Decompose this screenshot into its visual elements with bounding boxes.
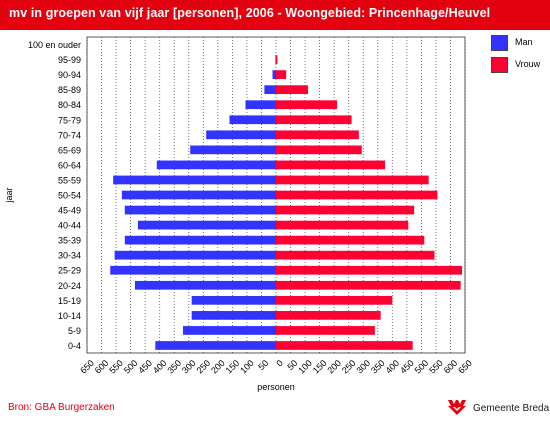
bar-vrouw-65-69	[276, 145, 362, 155]
category-label: 60-64	[58, 160, 81, 170]
bar-man-80-84	[245, 100, 276, 110]
bar-vrouw-5-9	[276, 326, 375, 335]
bar-man-90-94	[272, 70, 276, 79]
bar-vrouw-55-59	[276, 175, 429, 185]
category-label: 0-4	[68, 341, 81, 351]
bar-vrouw-40-44	[276, 220, 409, 230]
bar-vrouw-20-24	[276, 280, 461, 290]
legend-item-man: Man	[491, 35, 550, 51]
bar-man-30-34	[114, 250, 276, 260]
population-pyramid-chart: 100 en ouder 95-99 90-94 85-89 80-84 75-79 70-…	[4, 36, 474, 392]
category-label: 10-14	[58, 311, 81, 321]
bar-vrouw-60-64	[276, 160, 386, 170]
bar-vrouw-75-79	[276, 115, 352, 125]
bar-vrouw-30-34	[276, 250, 435, 260]
category-label: 5-9	[68, 326, 81, 336]
bar-man-20-24	[134, 280, 276, 290]
bar-vrouw-35-39	[276, 235, 425, 245]
bar-vrouw-80-84	[276, 100, 338, 110]
category-label: 35-39	[58, 236, 81, 246]
bar-man-10-14	[191, 311, 276, 320]
bar-man-95-99	[275, 55, 276, 64]
category-label: 55-59	[58, 175, 81, 185]
bar-man-60-64	[156, 160, 276, 170]
bar-man-55-59	[113, 175, 277, 185]
legend-item-vrouw: Vrouw	[491, 57, 550, 73]
bar-man-35-39	[124, 235, 276, 245]
brand-name: Gemeente Breda	[473, 403, 550, 414]
category-label: 45-49	[58, 206, 81, 216]
bar-man-40-44	[137, 220, 276, 230]
category-label: 30-34	[58, 251, 81, 261]
category-label: 50-54	[58, 191, 81, 201]
bar-vrouw-50-54	[276, 190, 438, 200]
x-tick-label: 0	[274, 358, 285, 369]
category-label: 40-44	[58, 221, 81, 231]
bar-vrouw-45-49	[276, 205, 415, 215]
category-label: 25-29	[58, 266, 81, 276]
bar-man-0-4	[155, 341, 276, 350]
category-label: 80-84	[58, 100, 81, 110]
chart-title: mv in groepen van vijf jaar [personen], …	[9, 6, 491, 20]
bar-man-45-49	[124, 205, 276, 215]
category-label: 100 en ouder	[28, 40, 81, 50]
category-label: 90-94	[58, 70, 81, 80]
x-tick-label: 50	[256, 358, 270, 372]
bar-vrouw-95-99	[276, 55, 278, 64]
category-label: 15-19	[58, 296, 81, 306]
legend-label-vrouw: Vrouw	[515, 59, 541, 69]
bar-vrouw-15-19	[276, 295, 393, 305]
bar-vrouw-10-14	[276, 311, 381, 320]
x-tick-label: 100	[238, 358, 256, 376]
category-label: 20-24	[58, 281, 81, 291]
bar-man-25-29	[110, 265, 276, 275]
y-axis-label: jaar	[4, 187, 14, 203]
bar-vrouw-25-29	[276, 265, 463, 275]
bar-vrouw-70-74	[276, 130, 359, 140]
bar-vrouw-90-94	[276, 70, 287, 79]
legend-label-man: Man	[515, 37, 533, 47]
title-bar: mv in groepen van vijf jaar [personen], …	[0, 0, 550, 30]
plot-border	[86, 36, 466, 354]
bar-man-70-74	[206, 130, 276, 140]
bar-vrouw-0-4	[276, 341, 413, 350]
source-note: Bron: GBA Burgerzaken	[8, 402, 115, 413]
bar-man-50-54	[121, 190, 277, 200]
category-label: 95-99	[58, 55, 81, 65]
category-label: 65-69	[58, 145, 81, 155]
bar-man-85-89	[264, 85, 276, 95]
category-label: 70-74	[58, 130, 81, 140]
bar-man-15-19	[191, 295, 276, 305]
brand: Gemeente Breda	[447, 398, 550, 420]
bar-man-75-79	[229, 115, 276, 125]
legend-swatch-man	[491, 35, 508, 51]
x-tick-label: 650	[456, 358, 474, 376]
x-axis-label: personen	[257, 382, 295, 392]
legend-swatch-vrouw	[491, 57, 508, 73]
bar-vrouw-85-89	[276, 85, 308, 95]
category-label: 75-79	[58, 115, 81, 125]
gemeente-breda-logo-icon	[448, 400, 466, 415]
bar-man-65-69	[190, 145, 276, 155]
category-label: 85-89	[58, 85, 81, 95]
bar-man-5-9	[182, 326, 276, 335]
